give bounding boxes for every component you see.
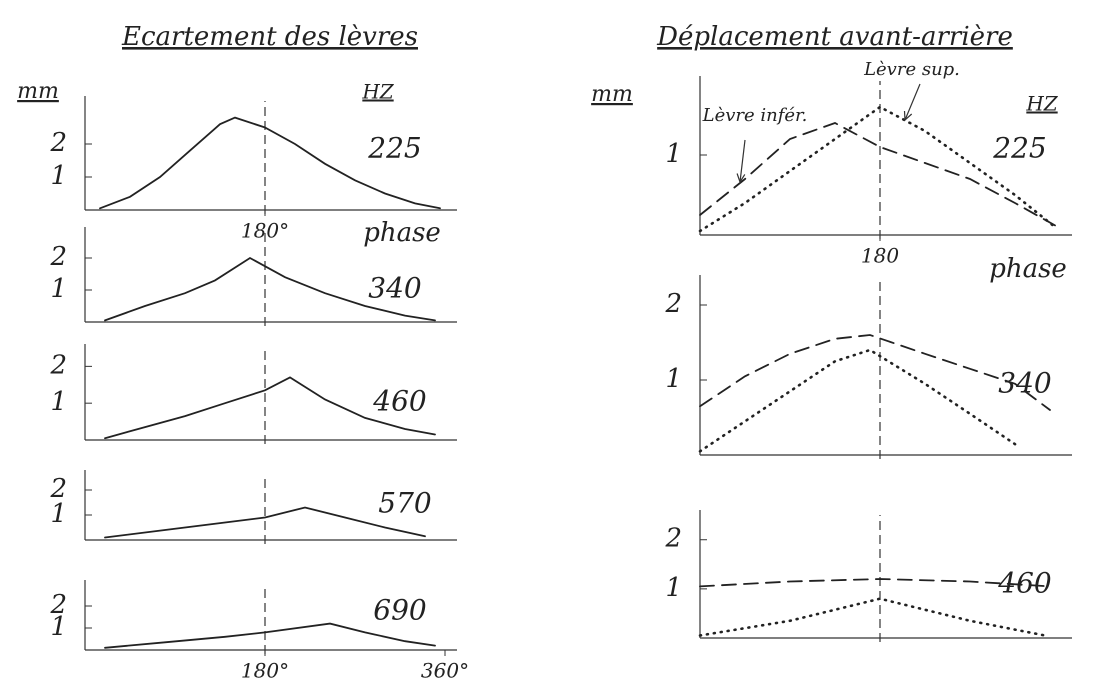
x-tick-label: 180° <box>241 659 289 683</box>
series-line <box>104 622 436 649</box>
panel-title: Déplacement avant-arrière <box>656 22 1013 52</box>
y-tick-label: 2 <box>664 524 682 554</box>
y-tick-label: 2 <box>49 242 67 272</box>
frequency-label: 340 <box>368 272 421 305</box>
x-axis-label: phase <box>363 218 441 248</box>
y-tick-label: 1 <box>665 139 682 169</box>
annotation-arrowhead <box>736 173 746 184</box>
y-tick-label: 1 <box>50 161 67 191</box>
annotation-arrowhead <box>903 110 913 122</box>
series-line <box>699 122 1056 227</box>
y-tick-label: 1 <box>50 612 67 642</box>
x-tick-label: 180 <box>861 244 899 268</box>
frequency-label: 340 <box>998 367 1051 400</box>
frequency-label: 460 <box>372 385 426 418</box>
frequency-label: 225 <box>992 132 1046 165</box>
annotation-arrow <box>739 139 746 183</box>
series-annotation: Lèvre infér. <box>702 105 808 126</box>
x-axis-label: phase <box>989 254 1067 284</box>
frequency-label: 570 <box>378 487 431 520</box>
series-line <box>698 597 1047 637</box>
series-line <box>698 105 1057 233</box>
y-tick-label: 1 <box>665 364 682 394</box>
x-tick-label: 360° <box>421 659 469 683</box>
unit-label: HZ <box>361 80 394 104</box>
unit-label: HZ <box>1025 92 1058 116</box>
y-tick-label: 2 <box>664 289 682 319</box>
series-line <box>99 116 441 210</box>
y-tick-label: 1 <box>50 387 67 417</box>
y-tick-label: 1 <box>50 274 67 304</box>
series-line <box>699 578 1051 588</box>
series-annotation: Lèvre sup. <box>863 59 960 80</box>
series-line <box>104 256 436 322</box>
panel-title: Ecartement des lèvres <box>121 22 418 52</box>
series-line <box>104 376 436 440</box>
frequency-label: 225 <box>367 132 421 165</box>
y-tick-label: 2 <box>49 128 67 158</box>
series-line <box>104 506 426 539</box>
series-line <box>699 334 1051 411</box>
y-tick-label: 2 <box>49 350 67 380</box>
frequency-label: 690 <box>373 594 426 627</box>
annotation-arrow <box>904 83 921 121</box>
y-axis-label: mm <box>591 82 633 107</box>
y-axis-label: mm <box>17 79 59 104</box>
y-tick-label: 1 <box>665 573 682 603</box>
y-tick-label: 1 <box>50 499 67 529</box>
frequency-label: 460 <box>997 567 1051 600</box>
y-tick-label: 2 <box>49 474 67 504</box>
y-tick-label: 2 <box>49 590 67 620</box>
series-line <box>698 348 1022 453</box>
